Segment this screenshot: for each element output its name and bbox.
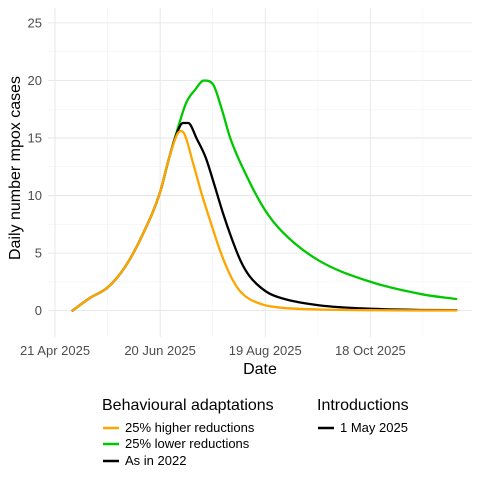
- legend-label-higher: 25% higher reductions: [125, 420, 255, 435]
- x-axis-ticks: 21 Apr 2025 20 Jun 2025 19 Aug 2025 18 Oct …: [20, 343, 406, 358]
- y-axis-ticks: 0 5 10 15 20 25: [28, 15, 42, 318]
- gridlines: [48, 8, 472, 337]
- y-tick-label: 5: [35, 246, 42, 261]
- legend-title-behavioural: Behavioural adaptations: [102, 397, 274, 414]
- x-tick-label: 19 Aug 2025: [229, 343, 302, 358]
- y-tick-label: 25: [28, 15, 42, 30]
- y-axis-title: Daily number mpox cases: [7, 76, 24, 260]
- legend-introductions: Introductions 1 May 2025: [317, 397, 409, 435]
- legend-title-introductions: Introductions: [317, 397, 409, 414]
- legend-behavioural: Behavioural adaptations 25% higher reduc…: [102, 397, 274, 468]
- x-axis-title: Date: [243, 361, 277, 378]
- y-tick-label: 0: [35, 303, 42, 318]
- legend-label-lower: 25% lower reductions: [125, 436, 250, 451]
- x-tick-label: 21 Apr 2025: [20, 343, 90, 358]
- y-tick-label: 20: [28, 73, 42, 88]
- legend-label-may: 1 May 2025: [340, 420, 408, 435]
- y-tick-label: 15: [28, 130, 42, 145]
- series-line-as-in-2022: [71, 121, 458, 312]
- y-tick-label: 10: [28, 188, 42, 203]
- x-tick-label: 18 Oct 2025: [335, 343, 406, 358]
- x-tick-label: 20 Jun 2025: [124, 343, 196, 358]
- series-lines: [71, 79, 458, 312]
- series-line-higher-reductions: [71, 129, 458, 312]
- legend-label-2022: As in 2022: [125, 453, 186, 468]
